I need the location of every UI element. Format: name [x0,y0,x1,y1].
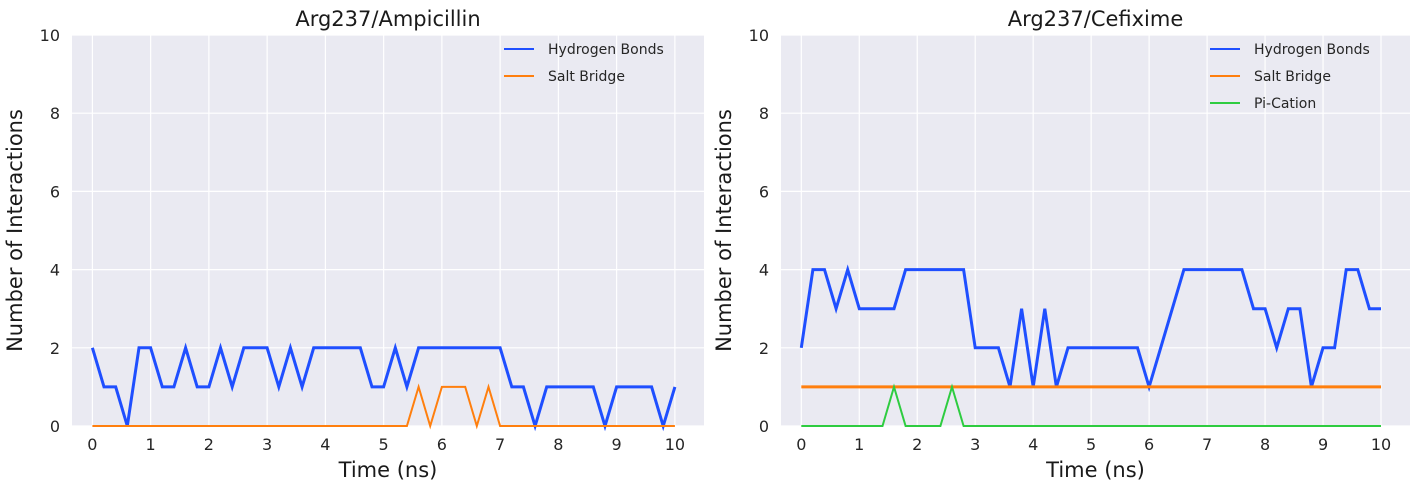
legend-label: Pi-Cation [1254,96,1316,112]
x-tick-label: 7 [495,435,505,454]
y-tick-label: 0 [759,417,769,436]
x-tick-label: 0 [87,435,97,454]
x-tick-label: 4 [1028,435,1038,454]
x-tick-label: 1 [146,435,156,454]
y-tick-label: 8 [50,104,60,123]
tick-labels: 0 1 2 3 4 5 6 7 8 9 10 0 2 4 6 8 10 [749,26,1392,454]
series-layer [799,264,1381,427]
y-tick-label: 2 [759,339,769,358]
x-tick-label: 1 [854,435,864,454]
x-tick-label: 3 [262,435,272,454]
legend-label: Hydrogen Bonds [548,42,664,58]
series-line-hydrogen-bonds [799,264,1381,393]
legend: Hydrogen Bonds Salt Bridge [504,42,664,85]
x-tick-label: 8 [553,435,563,454]
y-tick-label: 6 [759,182,769,201]
x-tick-label: 2 [204,435,214,454]
x-tick-label: 6 [437,435,447,454]
y-tick-label: 10 [40,26,60,45]
y-tick-label: 4 [50,261,60,280]
series-line-salt-bridge [92,383,675,430]
series-layer [90,342,677,432]
grid [72,34,704,427]
x-tick-label: 2 [912,435,922,454]
chart-ampicillin: 0 1 2 3 4 5 6 7 8 9 10 0 2 4 6 8 10 Arg237/Ampicillin Ti… [3,7,704,481]
x-tick-label: 9 [1318,435,1328,454]
x-tick-label: 8 [1260,435,1270,454]
tick-labels: 0 1 2 3 4 5 6 7 8 9 10 0 2 4 6 8 10 [40,26,685,454]
x-tick-label: 7 [1202,435,1212,454]
chart-title: Arg237/Ampicillin [295,7,480,31]
y-axis-label: Number of Interactions [3,109,27,352]
legend: Hydrogen Bonds Salt Bridge Pi-Cation [1210,42,1370,112]
x-axis-label: Time (ns) [1045,458,1145,481]
chart-title: Arg237/Cefixime [1008,7,1184,31]
y-tick-label: 2 [50,339,60,358]
x-axis-label: Time (ns) [338,458,438,481]
x-tick-label: 5 [1086,435,1096,454]
legend-label: Salt Bridge [1254,69,1331,85]
chart-cefixime: 0 1 2 3 4 5 6 7 8 9 10 0 2 4 6 8 10 Arg237/Cefixime Time… [712,7,1410,481]
y-tick-label: 4 [759,261,769,280]
y-axis-label: Number of Interactions [712,109,736,352]
x-tick-label: 0 [796,435,806,454]
legend-label: Salt Bridge [548,69,625,85]
x-tick-label: 4 [320,435,330,454]
x-tick-label: 5 [379,435,389,454]
legend-label: Hydrogen Bonds [1254,42,1370,58]
x-tick-label: 10 [1371,435,1391,454]
y-tick-label: 6 [50,182,60,201]
x-tick-label: 6 [1144,435,1154,454]
series-line-hydrogen-bonds [90,342,677,432]
y-tick-label: 0 [50,417,60,436]
y-tick-label: 8 [759,104,769,123]
x-tick-label: 3 [970,435,980,454]
plot-area [781,35,1410,426]
y-tick-label: 10 [749,26,769,45]
series-line-pi-cation [801,383,1381,427]
x-tick-label: 10 [665,435,685,454]
x-tick-label: 9 [612,435,622,454]
plot-area [72,35,704,426]
